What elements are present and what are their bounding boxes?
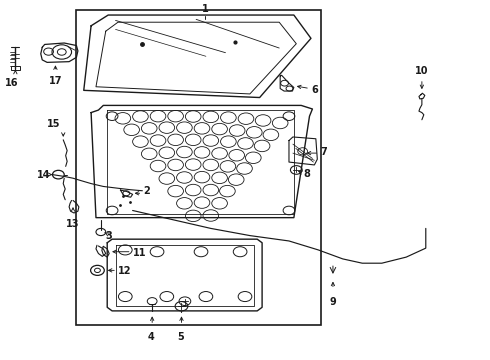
Text: 10: 10 (415, 66, 429, 76)
Text: 12: 12 (118, 266, 131, 276)
Text: 7: 7 (321, 147, 327, 157)
Text: 13: 13 (66, 219, 80, 229)
Text: 2: 2 (144, 186, 150, 196)
Text: 6: 6 (312, 85, 318, 95)
Text: 16: 16 (5, 78, 18, 88)
Text: 17: 17 (49, 76, 62, 86)
Text: 5: 5 (177, 332, 184, 342)
Text: 4: 4 (148, 332, 154, 342)
Text: 1: 1 (201, 4, 208, 14)
Text: 8: 8 (304, 168, 311, 179)
Text: 3: 3 (106, 231, 113, 240)
Text: 11: 11 (133, 248, 146, 258)
Text: 15: 15 (47, 119, 60, 129)
Circle shape (291, 166, 302, 174)
Text: 14: 14 (37, 170, 51, 180)
Text: 9: 9 (330, 297, 336, 307)
Bar (11, 66, 20, 69)
Bar (76, 10, 321, 325)
